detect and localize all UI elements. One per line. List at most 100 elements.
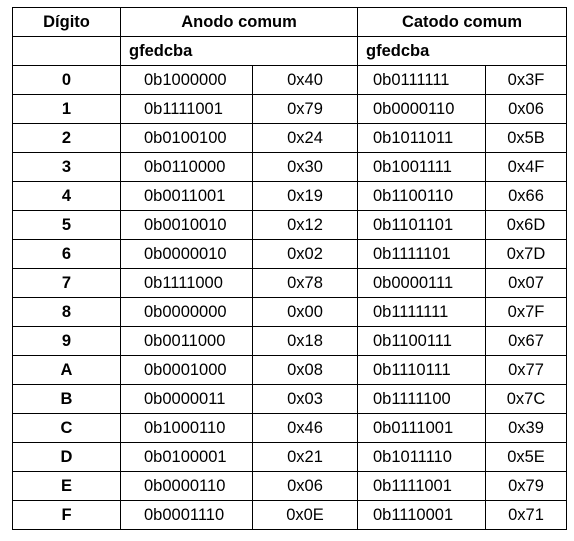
cathode-binary-cell: 0b1100111 <box>357 326 486 356</box>
cathode-hex-cell: 0x5E <box>485 442 567 472</box>
cathode-hex-cell: 0x71 <box>485 500 567 530</box>
cathode-hex-cell: 0x07 <box>485 268 567 298</box>
cathode-binary-cell: 0b0111111 <box>357 65 486 95</box>
cathode-binary-cell: 0b1101101 <box>357 210 486 240</box>
subheader-row: gfedcba gfedcba <box>12 36 567 66</box>
digit-cell: 8 <box>12 297 121 327</box>
anode-hex-cell: 0x78 <box>252 268 358 298</box>
anode-binary-cell: 0b0001110 <box>120 500 253 530</box>
cathode-binary-cell: 0b1100110 <box>357 181 486 211</box>
cathode-hex-cell: 0x39 <box>485 413 567 443</box>
subheader-empty <box>12 36 121 66</box>
anode-hex-cell: 0x00 <box>252 297 358 327</box>
anode-hex-cell: 0x79 <box>252 94 358 124</box>
digit-cell: 1 <box>12 94 121 124</box>
anode-binary-cell: 0b1111001 <box>120 94 253 124</box>
anode-binary-cell: 0b1000110 <box>120 413 253 443</box>
anode-binary-cell: 0b0110000 <box>120 152 253 182</box>
anode-hex-cell: 0x19 <box>252 181 358 211</box>
table-row: E 0b0000110 0x06 0b1111001 0x79 <box>12 471 567 501</box>
table-row: 2 0b0100100 0x24 0b1011011 0x5B <box>12 123 567 153</box>
digit-cell: 2 <box>12 123 121 153</box>
anode-binary-cell: 0b0011001 <box>120 181 253 211</box>
anode-hex-cell: 0x46 <box>252 413 358 443</box>
digit-cell: 4 <box>12 181 121 211</box>
header-digit: Dígito <box>12 7 121 37</box>
anode-binary-cell: 0b0000010 <box>120 239 253 269</box>
cathode-hex-cell: 0x7C <box>485 384 567 414</box>
digit-cell: 0 <box>12 65 121 95</box>
table-row: 8 0b0000000 0x00 0b1111111 0x7F <box>12 297 567 327</box>
anode-binary-cell: 0b0000011 <box>120 384 253 414</box>
anode-binary-cell: 0b0001000 <box>120 355 253 385</box>
header-row: Dígito Anodo comum Catodo comum <box>12 7 567 37</box>
table-row: A 0b0001000 0x08 0b1110111 0x77 <box>12 355 567 385</box>
digit-cell: 3 <box>12 152 121 182</box>
anode-hex-cell: 0x30 <box>252 152 358 182</box>
cathode-hex-cell: 0x67 <box>485 326 567 356</box>
anode-binary-cell: 0b0000110 <box>120 471 253 501</box>
cathode-hex-cell: 0x5B <box>485 123 567 153</box>
cathode-hex-cell: 0x79 <box>485 471 567 501</box>
anode-hex-cell: 0x02 <box>252 239 358 269</box>
table-row: D 0b0100001 0x21 0b1011110 0x5E <box>12 442 567 472</box>
anode-hex-cell: 0x0E <box>252 500 358 530</box>
anode-binary-cell: 0b0011000 <box>120 326 253 356</box>
digit-cell: 9 <box>12 326 121 356</box>
cathode-binary-cell: 0b1111111 <box>357 297 486 327</box>
cathode-binary-cell: 0b1111001 <box>357 471 486 501</box>
anode-hex-cell: 0x18 <box>252 326 358 356</box>
cathode-hex-cell: 0x7D <box>485 239 567 269</box>
cathode-binary-cell: 0b1111101 <box>357 239 486 269</box>
table-row: 5 0b0010010 0x12 0b1101101 0x6D <box>12 210 567 240</box>
anode-binary-cell: 0b0100100 <box>120 123 253 153</box>
table-row: F 0b0001110 0x0E 0b1110001 0x71 <box>12 500 567 530</box>
cathode-binary-cell: 0b0111001 <box>357 413 486 443</box>
subheader-cathode-bits: gfedcba <box>357 36 567 66</box>
table-row: B 0b0000011 0x03 0b1111100 0x7C <box>12 384 567 414</box>
digit-cell: C <box>12 413 121 443</box>
cathode-binary-cell: 0b0000110 <box>357 94 486 124</box>
digit-cell: B <box>12 384 121 414</box>
anode-hex-cell: 0x08 <box>252 355 358 385</box>
table-row: 6 0b0000010 0x02 0b1111101 0x7D <box>12 239 567 269</box>
cathode-binary-cell: 0b1111100 <box>357 384 486 414</box>
cathode-binary-cell: 0b1110111 <box>357 355 486 385</box>
table-row: 3 0b0110000 0x30 0b1001111 0x4F <box>12 152 567 182</box>
table-row: 9 0b0011000 0x18 0b1100111 0x67 <box>12 326 567 356</box>
table-row: 0 0b1000000 0x40 0b0111111 0x3F <box>12 65 567 95</box>
anode-hex-cell: 0x24 <box>252 123 358 153</box>
table-row: C 0b1000110 0x46 0b0111001 0x39 <box>12 413 567 443</box>
header-cathode: Catodo comum <box>357 7 567 37</box>
anode-hex-cell: 0x21 <box>252 442 358 472</box>
anode-binary-cell: 0b0010010 <box>120 210 253 240</box>
digit-cell: 5 <box>12 210 121 240</box>
anode-hex-cell: 0x12 <box>252 210 358 240</box>
cathode-hex-cell: 0x6D <box>485 210 567 240</box>
digit-cell: F <box>12 500 121 530</box>
cathode-hex-cell: 0x4F <box>485 152 567 182</box>
header-anode: Anodo comum <box>120 7 358 37</box>
seven-segment-table: Dígito Anodo comum Catodo comum gfedcba … <box>12 7 567 530</box>
anode-hex-cell: 0x03 <box>252 384 358 414</box>
cathode-binary-cell: 0b1110001 <box>357 500 486 530</box>
cathode-hex-cell: 0x77 <box>485 355 567 385</box>
digit-cell: A <box>12 355 121 385</box>
cathode-binary-cell: 0b1001111 <box>357 152 486 182</box>
cathode-binary-cell: 0b0000111 <box>357 268 486 298</box>
cathode-hex-cell: 0x3F <box>485 65 567 95</box>
anode-binary-cell: 0b1000000 <box>120 65 253 95</box>
table-row: 4 0b0011001 0x19 0b1100110 0x66 <box>12 181 567 211</box>
subheader-anode-bits: gfedcba <box>120 36 358 66</box>
cathode-binary-cell: 0b1011011 <box>357 123 486 153</box>
table-row: 1 0b1111001 0x79 0b0000110 0x06 <box>12 94 567 124</box>
digit-cell: 7 <box>12 268 121 298</box>
anode-binary-cell: 0b0000000 <box>120 297 253 327</box>
anode-binary-cell: 0b0100001 <box>120 442 253 472</box>
anode-binary-cell: 0b1111000 <box>120 268 253 298</box>
cathode-hex-cell: 0x06 <box>485 94 567 124</box>
cathode-binary-cell: 0b1011110 <box>357 442 486 472</box>
table-row: 7 0b1111000 0x78 0b0000111 0x07 <box>12 268 567 298</box>
cathode-hex-cell: 0x7F <box>485 297 567 327</box>
anode-hex-cell: 0x06 <box>252 471 358 501</box>
